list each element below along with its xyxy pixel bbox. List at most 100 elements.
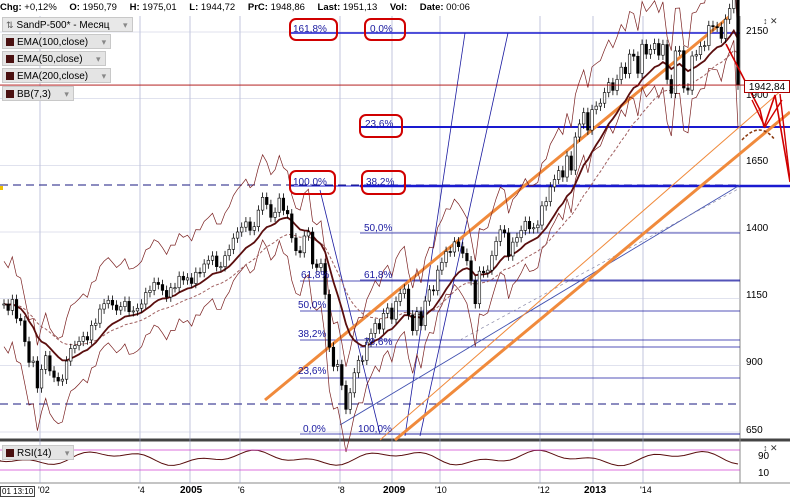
y-tick-900: 900 [746, 357, 763, 368]
candle-body [619, 66, 623, 80]
ema100-line [3, 49, 739, 346]
candle-body [644, 43, 648, 55]
candle-body [582, 112, 586, 125]
candle-body [131, 310, 135, 313]
ema50-label: EMA(50,close) [17, 54, 83, 65]
candle-body [694, 54, 698, 57]
candle-body [273, 211, 277, 218]
candle-body [248, 221, 252, 231]
candle-body [557, 170, 561, 180]
candle-body [215, 255, 219, 267]
channel-lower [394, 110, 790, 442]
candle-body [336, 364, 340, 367]
ema100-swatch [6, 38, 14, 46]
candle-body [627, 53, 632, 74]
candle-body [711, 25, 715, 27]
candle-body [657, 43, 661, 56]
candle-body [632, 53, 636, 57]
rsi-pane-controls[interactable]: ↕ ✕ [763, 443, 778, 453]
candle-body [536, 224, 540, 229]
candle-body [723, 18, 728, 39]
low-value: 1944,72 [200, 2, 236, 13]
chevron-down-icon[interactable]: ▾ [64, 89, 69, 99]
candle-body [598, 102, 602, 107]
open-value: 1950,79 [82, 2, 117, 13]
indicator-ema100[interactable]: EMA(100,close) ▾ [2, 34, 112, 49]
bb-lower [3, 40, 739, 453]
candle-body [381, 313, 386, 330]
bb-swatch [6, 90, 14, 98]
ema50-swatch [6, 55, 14, 63]
candle-body [494, 241, 498, 256]
x-tick-2009: 2009 [383, 485, 406, 496]
candle-body [31, 360, 35, 363]
y-tick-2150: 2150 [746, 26, 769, 37]
candle-body [298, 250, 302, 254]
candle-body [423, 300, 427, 326]
candle-body [115, 304, 119, 311]
fib-left-236: 23,6% [298, 366, 327, 377]
candle-body [369, 333, 373, 343]
chevron-down-icon[interactable]: ▾ [101, 71, 107, 81]
fib-label-236: 23,6% [365, 119, 394, 130]
indicator-bb[interactable]: BB(7,3) ▾ [2, 86, 74, 101]
candle-body [35, 360, 39, 389]
chevron-down-icon[interactable]: ▾ [101, 37, 107, 47]
ema100-label: EMA(100,close) [17, 37, 89, 48]
symbol-selector[interactable]: ⇅ SandP-500* - Месяц ▾ [2, 17, 133, 32]
candle-body [648, 49, 653, 55]
candle-body [386, 307, 390, 314]
candle-body [456, 241, 461, 247]
high-value: 1975,01 [142, 2, 177, 13]
candle-body [185, 277, 190, 281]
candle-body [323, 263, 327, 295]
highlight-100 [289, 170, 336, 195]
candle-body [73, 345, 77, 349]
highlight-236 [359, 114, 403, 138]
candle-body [498, 229, 502, 242]
candle-body [732, 0, 736, 9]
candle-body [106, 299, 110, 305]
candle-body [436, 269, 440, 291]
x-tick-12: '12 [538, 485, 550, 495]
indicator-ema200[interactable]: EMA(200,close) ▾ [2, 68, 112, 83]
fib-mid-50: 50,0% [364, 223, 393, 234]
chevron-down-icon[interactable]: ▾ [122, 20, 128, 30]
pane-controls[interactable]: ↕ ✕ [763, 16, 778, 26]
rsi-label: RSI(14) [17, 448, 52, 459]
candle-body [152, 282, 156, 291]
candle-body [315, 263, 319, 268]
rsi-level-10: 10 [758, 468, 770, 479]
candle-body [352, 372, 356, 394]
candle-body [523, 221, 527, 231]
channel-mid [379, 82, 790, 441]
bb-upper [3, 0, 739, 367]
candle-body [707, 25, 711, 46]
candle-body [390, 307, 394, 320]
candle-body [10, 299, 14, 311]
indicator-ema50[interactable]: EMA(50,close) ▾ [2, 51, 106, 66]
indicator-rsi[interactable]: RSI(14) ▾ [2, 445, 75, 460]
candle-body [469, 260, 473, 281]
candle-body [69, 348, 73, 362]
candle-body [227, 249, 231, 257]
x-tick-2005: 2005 [180, 485, 203, 496]
quote-bar: Chg: +0,12% O: 1950,79 H: 1975,01 L: 194… [0, 0, 790, 16]
candle-body [448, 251, 452, 253]
candle-body [719, 26, 723, 39]
candle-body [507, 232, 511, 257]
candle-body [277, 197, 281, 213]
candle-body [140, 303, 144, 309]
candle-body [361, 359, 365, 362]
chevron-down-icon[interactable]: ▾ [64, 448, 70, 458]
candle-body [519, 230, 523, 238]
fib-label-161: 161,8% [293, 24, 327, 35]
date-value: 00:06 [446, 2, 470, 13]
rsi-swatch [6, 449, 14, 457]
candle-body [285, 210, 290, 215]
candle-body [636, 55, 640, 74]
candle-body [465, 253, 469, 262]
candle-body [81, 336, 85, 342]
chevron-down-icon[interactable]: ▾ [96, 54, 101, 64]
